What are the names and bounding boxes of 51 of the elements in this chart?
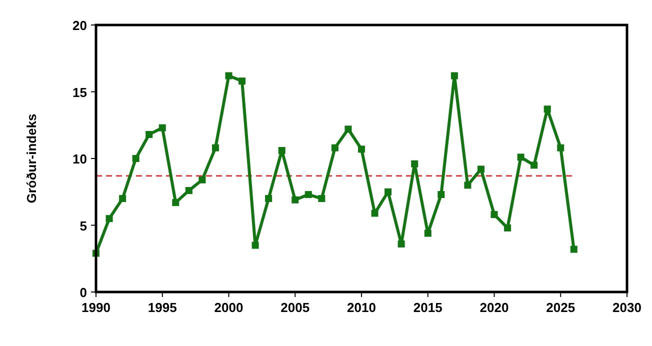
point (438, 191, 445, 198)
x-tick-label: 2005 (280, 300, 310, 315)
y-tick-label: 20 (72, 18, 87, 33)
y-tick-label: 0 (80, 285, 87, 300)
point (106, 215, 113, 222)
point (265, 195, 272, 202)
y-tick-label: 5 (80, 218, 87, 234)
point (450, 72, 458, 80)
point (331, 144, 338, 152)
x-tick-label: 1990 (82, 300, 110, 315)
point (158, 124, 166, 132)
point (371, 210, 378, 217)
point (411, 160, 418, 168)
point (504, 224, 512, 232)
x-tick-label: 2025 (546, 300, 576, 315)
point (424, 230, 432, 237)
point (172, 199, 180, 206)
point (477, 166, 484, 173)
point (358, 146, 365, 153)
x-tick-label: 2020 (480, 300, 509, 315)
point (238, 78, 246, 85)
point (146, 130, 153, 138)
y-tick-label: 10 (72, 152, 87, 166)
x-tick-label: 2010 (347, 300, 376, 315)
point (119, 195, 126, 202)
point (304, 191, 312, 198)
point (517, 154, 524, 161)
point (212, 144, 219, 152)
x-tick-label: 1995 (148, 300, 177, 315)
x-tick-label: 2030 (612, 300, 642, 315)
point (278, 146, 286, 154)
point (557, 144, 564, 152)
point (344, 126, 352, 133)
point (570, 246, 578, 253)
point (132, 155, 140, 162)
point (292, 196, 299, 204)
point (318, 195, 326, 202)
y-axis-title: Gróður-indeks (24, 114, 39, 204)
x-tick-label: 2015 (413, 300, 442, 315)
point (544, 106, 551, 113)
point (464, 182, 472, 189)
point (490, 211, 498, 218)
y-tick-label: 15 (72, 84, 87, 100)
point (252, 242, 259, 249)
point (530, 162, 538, 169)
point (398, 240, 405, 248)
point (384, 188, 392, 196)
point (225, 72, 232, 80)
x-tick-label: 2000 (214, 300, 244, 315)
point (185, 187, 192, 194)
point (198, 176, 206, 184)
